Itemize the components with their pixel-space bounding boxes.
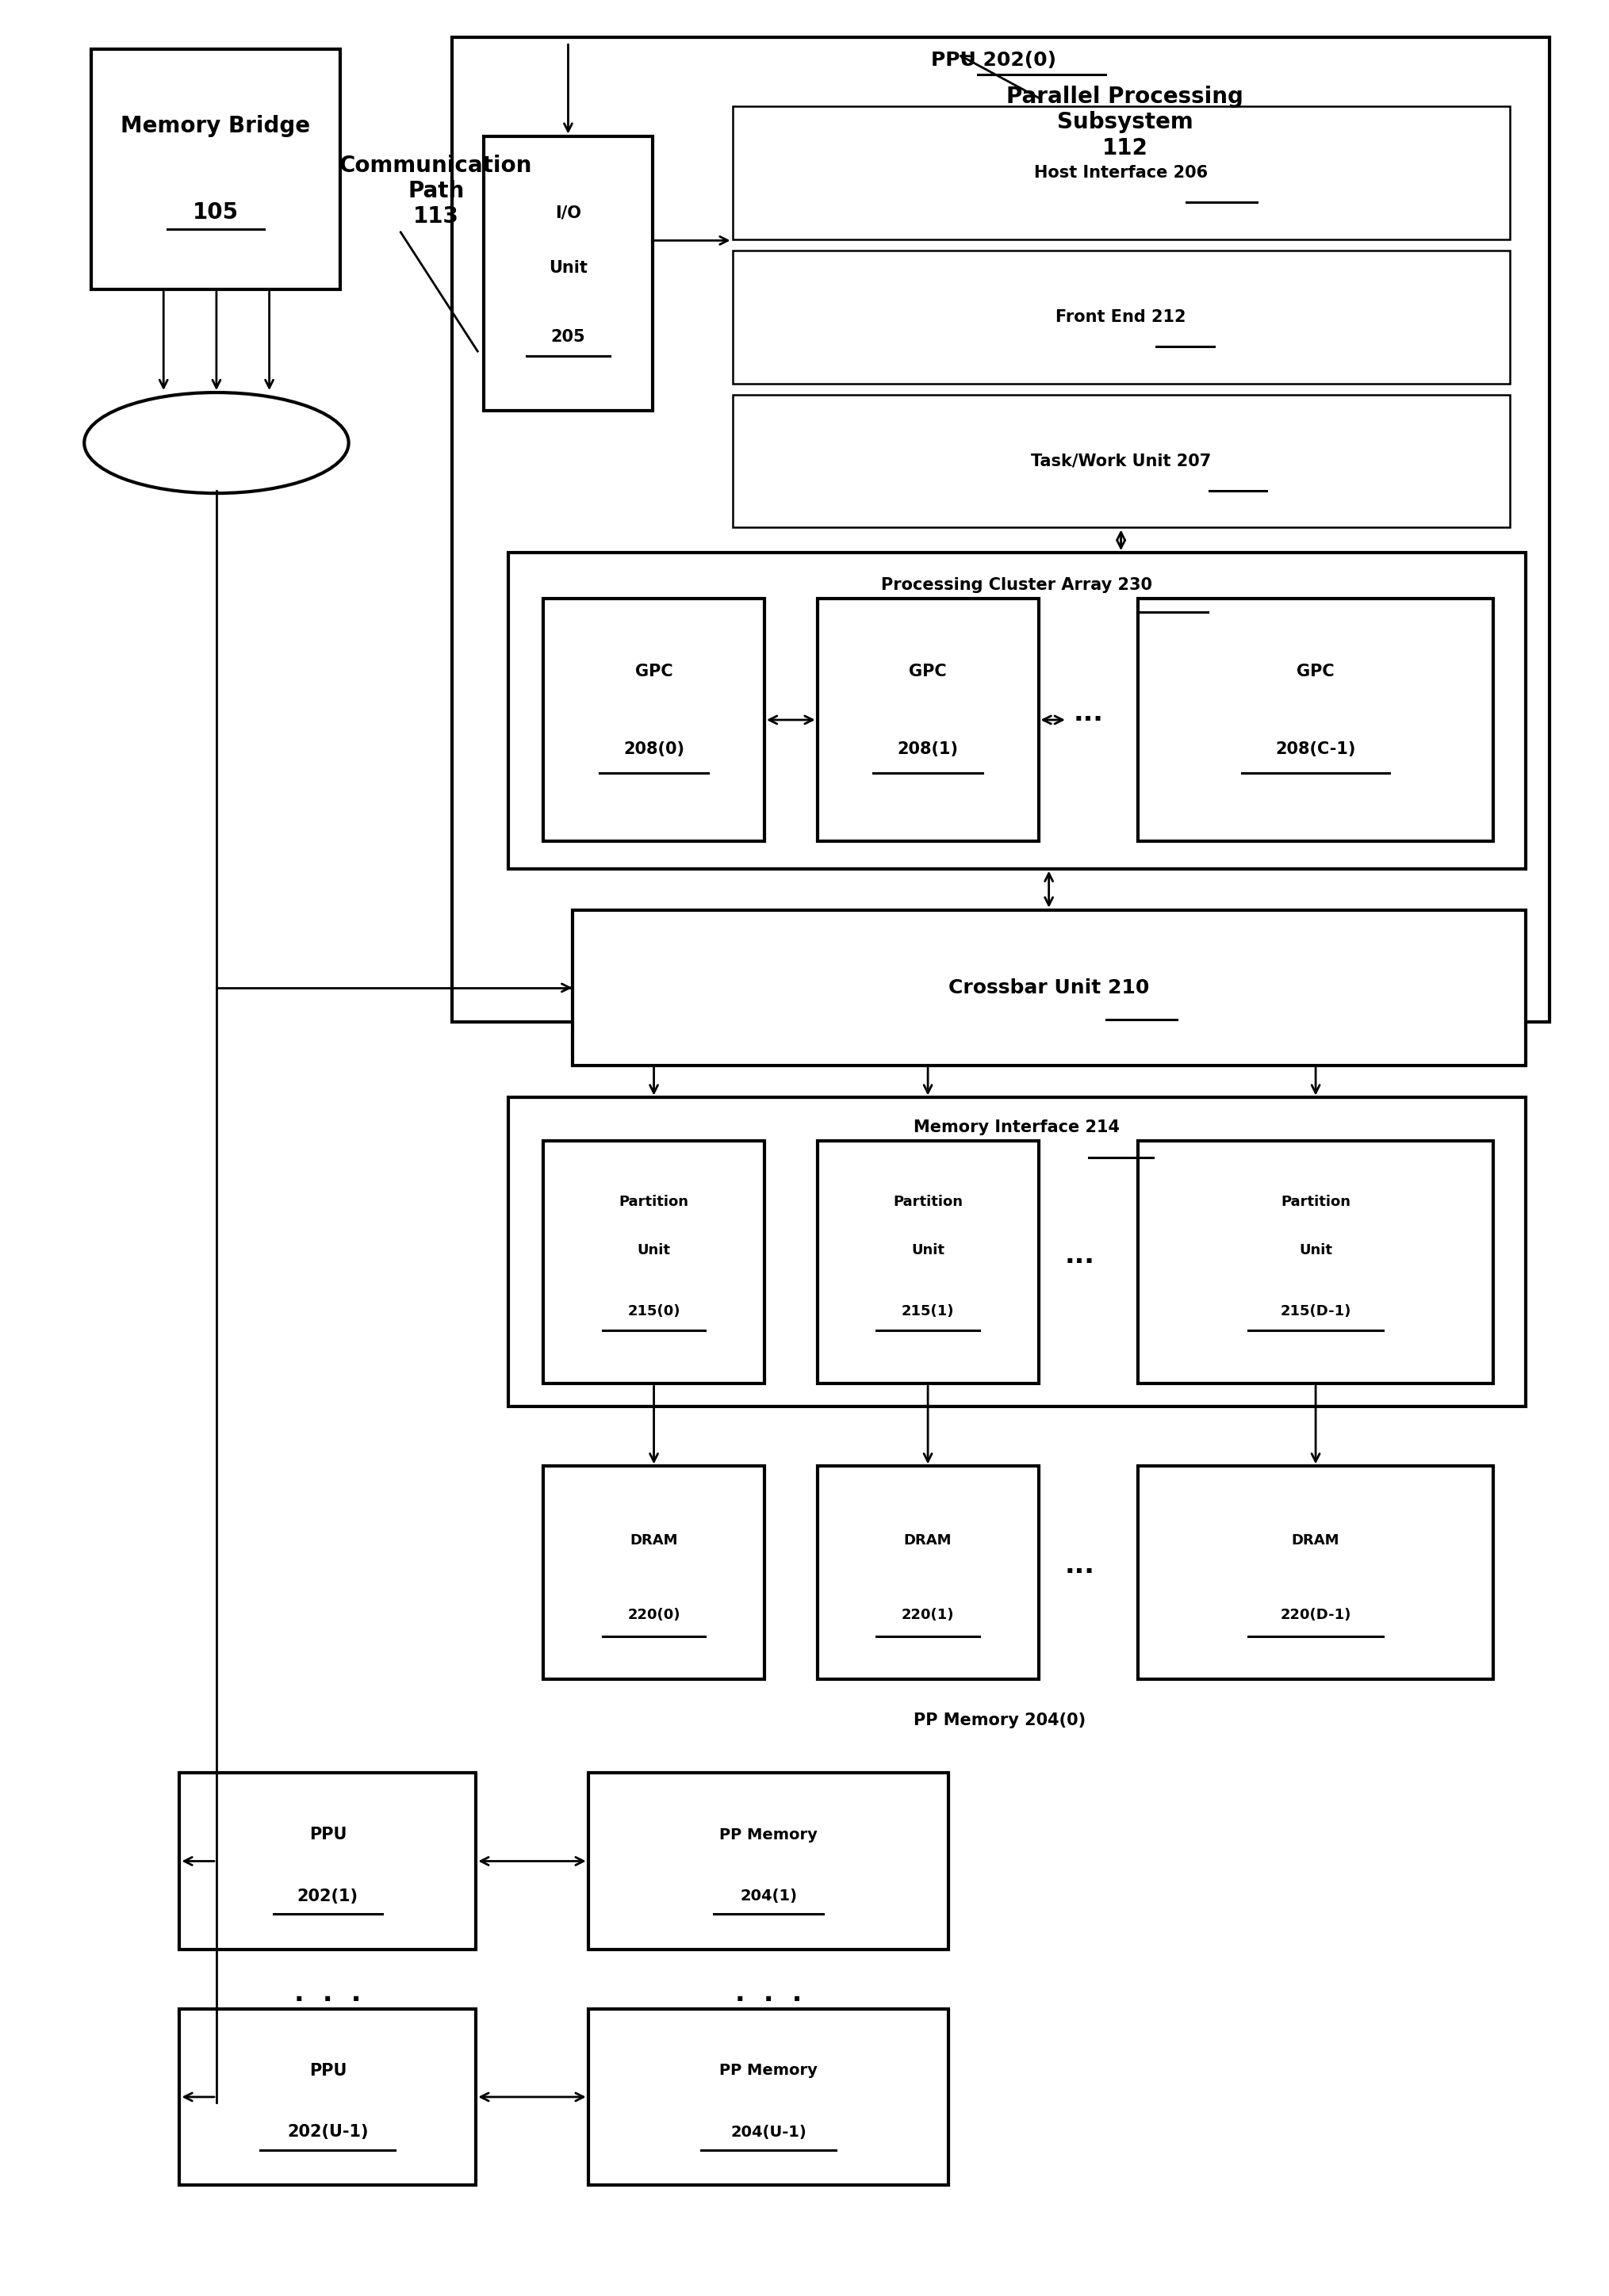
Ellipse shape <box>84 393 349 494</box>
Text: Unit: Unit <box>549 259 587 276</box>
Text: Memory Interface 214: Memory Interface 214 <box>914 1120 1120 1134</box>
Text: 105: 105 <box>193 202 238 223</box>
Text: Partition: Partition <box>893 1194 962 1210</box>
Bar <box>544 599 764 840</box>
Bar <box>180 1773 476 1949</box>
Text: Unit: Unit <box>911 1242 944 1258</box>
Text: 205: 205 <box>550 328 586 344</box>
Text: PPU: PPU <box>309 2062 346 2078</box>
Text: 220(D-1): 220(D-1) <box>1281 1607 1352 1623</box>
Text: DRAM: DRAM <box>904 1534 953 1548</box>
Text: PP Memory 204(0): PP Memory 204(0) <box>914 1713 1086 1729</box>
Text: 215(0): 215(0) <box>628 1304 681 1318</box>
Text: Memory Bridge: Memory Bridge <box>121 115 311 138</box>
Text: Crossbar Unit 210: Crossbar Unit 210 <box>948 978 1149 996</box>
Bar <box>180 2009 476 2186</box>
Text: DRAM: DRAM <box>1292 1534 1340 1548</box>
Bar <box>589 2009 949 2186</box>
Text: GPC: GPC <box>909 664 946 680</box>
Text: I/O: I/O <box>555 204 581 220</box>
Bar <box>817 1467 1038 1678</box>
Text: 208(C-1): 208(C-1) <box>1276 742 1356 758</box>
Bar <box>1138 1467 1493 1678</box>
Bar <box>508 553 1525 868</box>
Text: 208(0): 208(0) <box>623 742 684 758</box>
Bar <box>544 1467 764 1678</box>
Text: ⋅  ⋅  ⋅: ⋅ ⋅ ⋅ <box>294 1986 362 2014</box>
Text: Front End 212: Front End 212 <box>1056 310 1186 324</box>
Text: ...: ... <box>1065 1552 1096 1580</box>
Text: Partition: Partition <box>619 1194 689 1210</box>
Text: Parallel Processing
Subsystem
112: Parallel Processing Subsystem 112 <box>1007 85 1244 158</box>
Bar <box>1138 1141 1493 1384</box>
Text: 220(1): 220(1) <box>901 1607 954 1623</box>
Bar <box>1138 599 1493 840</box>
Bar <box>544 1141 764 1384</box>
Text: 208(1): 208(1) <box>898 742 959 758</box>
Bar <box>732 106 1509 239</box>
Text: 215(D-1): 215(D-1) <box>1281 1304 1352 1318</box>
Text: PP Memory: PP Memory <box>719 1828 817 1841</box>
Text: DRAM: DRAM <box>629 1534 677 1548</box>
Text: ...: ... <box>1073 700 1104 726</box>
Text: PPU 202(0): PPU 202(0) <box>932 51 1056 71</box>
Bar <box>573 909 1525 1065</box>
Bar <box>732 395 1509 528</box>
Bar <box>92 48 339 289</box>
Text: 220(0): 220(0) <box>628 1607 681 1623</box>
Text: PPU: PPU <box>309 1828 346 1844</box>
Bar <box>817 1141 1038 1384</box>
Text: PP Memory: PP Memory <box>719 2064 817 2078</box>
Text: Host Interface 206: Host Interface 206 <box>1035 165 1208 181</box>
Bar <box>508 1097 1525 1407</box>
Text: Processing Cluster Array 230: Processing Cluster Array 230 <box>882 576 1152 592</box>
Bar <box>817 599 1038 840</box>
Text: 215(1): 215(1) <box>901 1304 954 1318</box>
Text: Unit: Unit <box>1298 1242 1332 1258</box>
Bar <box>732 250 1509 383</box>
Text: Task/Work Unit 207: Task/Work Unit 207 <box>1031 452 1212 468</box>
Text: ...: ... <box>1065 1242 1096 1270</box>
Text: Communication
Path
113: Communication Path 113 <box>339 154 533 227</box>
Text: 202(1): 202(1) <box>298 1890 359 1903</box>
Text: 204(1): 204(1) <box>740 1890 796 1903</box>
Text: Partition: Partition <box>1281 1194 1350 1210</box>
Text: GPC: GPC <box>1297 664 1334 680</box>
Text: GPC: GPC <box>636 664 673 680</box>
Text: ⋅  ⋅  ⋅: ⋅ ⋅ ⋅ <box>735 1986 801 2014</box>
Bar <box>589 1773 949 1949</box>
Text: 204(U-1): 204(U-1) <box>730 2124 806 2140</box>
Text: 202(U-1): 202(U-1) <box>286 2124 368 2140</box>
Text: Unit: Unit <box>637 1242 671 1258</box>
Bar <box>452 37 1549 1022</box>
Bar <box>484 135 652 411</box>
